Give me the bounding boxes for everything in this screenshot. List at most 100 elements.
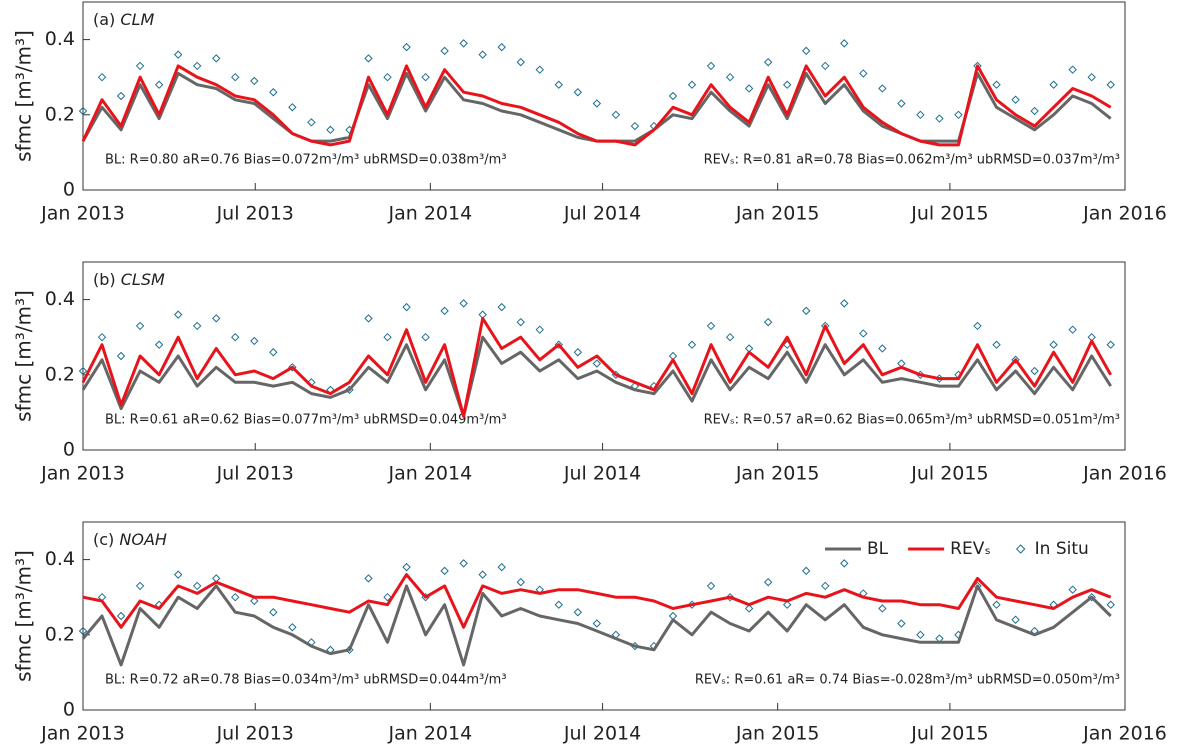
x-tick-label: Jan 2013 (40, 723, 125, 745)
x-tick-label: Jan 2013 (40, 463, 125, 485)
x-tick-label: Jul 2014 (563, 723, 641, 745)
in-situ-point (1049, 340, 1058, 349)
in-situ-point (725, 592, 735, 602)
in-situ-point (78, 366, 88, 376)
y-axis-label: sfmc [m³/m³] (12, 30, 36, 162)
in-situ-point (878, 344, 887, 353)
x-tick-label: Jan 2016 (1082, 203, 1167, 225)
in-situ-point (364, 574, 373, 583)
in-situ-point (973, 321, 982, 331)
in-situ-point (288, 623, 297, 632)
in-situ-point (687, 80, 697, 89)
in-situ-point (440, 46, 449, 56)
in-situ-point (554, 80, 564, 89)
in-situ-point (78, 106, 88, 116)
in-situ-point (116, 611, 126, 621)
x-tick-label: Jul 2015 (910, 463, 988, 485)
stats-annotation: BL: R=0.61 aR=0.62 Bias=0.077m³/m³ ubRMS… (105, 413, 507, 428)
in-situ-point (725, 72, 735, 82)
y-tick-label: 0.4 (45, 548, 75, 570)
plot-frame (82, 1, 1126, 191)
y-tick-label: 0.4 (45, 28, 75, 50)
in-situ-point (307, 118, 316, 127)
in-situ-point (478, 50, 487, 59)
series-line (81, 584, 1112, 667)
in-situ-point (573, 348, 583, 357)
in-situ-point (192, 61, 202, 71)
in-situ-point (802, 46, 811, 56)
y-tick-label: 0.4 (45, 288, 75, 310)
in-situ-point (802, 566, 811, 576)
in-situ-point (402, 302, 411, 312)
in-situ-point (116, 351, 126, 361)
legend-label: In Situ (1035, 539, 1089, 559)
in-situ-point (916, 110, 925, 120)
in-situ-point (326, 125, 335, 135)
in-situ-point (116, 91, 126, 101)
in-situ-point (573, 88, 583, 97)
stats-annotation: REVₛ: R=0.57 aR=0.62 Bias=0.065m³/m³ ubR… (704, 413, 1120, 428)
in-situ-point (706, 61, 716, 71)
y-axis-label: sfmc [m³/m³] (12, 290, 36, 422)
in-situ-point (592, 99, 602, 108)
in-situ-point (954, 110, 963, 120)
in-situ-point (288, 103, 297, 112)
in-situ-point (212, 54, 221, 63)
x-tick-label: Jan 2014 (387, 463, 472, 485)
in-situ-point (459, 559, 468, 568)
y-tick-label: 0.2 (45, 103, 75, 125)
in-situ-point (1106, 80, 1115, 89)
in-situ-point (269, 88, 278, 97)
panel-model: NOAH (119, 530, 167, 549)
in-situ-point (497, 302, 506, 312)
in-situ-point (1087, 592, 1096, 602)
series-line (81, 316, 1113, 418)
y-axis-label: sfmc [m³/m³] (12, 550, 36, 682)
panel-model: CLM (120, 10, 154, 29)
in-situ-point (192, 321, 202, 331)
y-tick-label: 0 (63, 439, 75, 461)
x-tick-label: Jan 2015 (735, 723, 820, 745)
in-situ-point (668, 91, 678, 101)
x-tick-label: Jan 2013 (40, 203, 125, 225)
in-situ-point (459, 39, 468, 48)
in-situ-point (135, 61, 145, 71)
in-situ-point (97, 72, 107, 82)
in-situ-point (763, 577, 773, 587)
in-situ-point (383, 72, 392, 82)
in-situ-point (763, 317, 773, 327)
in-situ-point (231, 72, 240, 82)
panel-label: (b) CLSM (93, 270, 165, 289)
in-situ-point (250, 596, 259, 606)
in-situ-point (859, 69, 868, 78)
in-situ-point (516, 317, 525, 327)
in-situ-point (725, 332, 735, 342)
in-situ-point (1087, 72, 1096, 82)
legend-marker (1015, 544, 1026, 554)
in-situ-point (821, 61, 830, 71)
in-situ-point (135, 581, 145, 591)
in-situ-point (1030, 106, 1039, 116)
in-situ-point (992, 600, 1001, 609)
in-situ-point (154, 80, 164, 89)
in-situ-point (897, 619, 906, 628)
in-situ-point (878, 604, 887, 613)
y-tick-label: 0.2 (45, 623, 75, 645)
panel-label: (a) CLM (93, 10, 154, 29)
series-line (81, 64, 1112, 147)
in-situ-point (706, 321, 716, 331)
in-situ-point (478, 570, 487, 579)
panel-letter: (a) (93, 10, 115, 29)
in-situ-point (916, 630, 925, 640)
series-line (81, 335, 1112, 418)
stats-annotation: REVₛ: R=0.81 aR=0.78 Bias=0.062m³/m³ ubR… (704, 153, 1120, 168)
in-situ-point (821, 581, 830, 591)
x-tick-label: Jan 2016 (1082, 463, 1167, 485)
y-tick-label: 0 (63, 179, 75, 201)
in-situ-point (78, 626, 88, 636)
in-situ-point (878, 84, 887, 93)
legend-label: BL (867, 539, 889, 559)
in-situ-point (173, 310, 183, 319)
in-situ-point (440, 566, 449, 576)
